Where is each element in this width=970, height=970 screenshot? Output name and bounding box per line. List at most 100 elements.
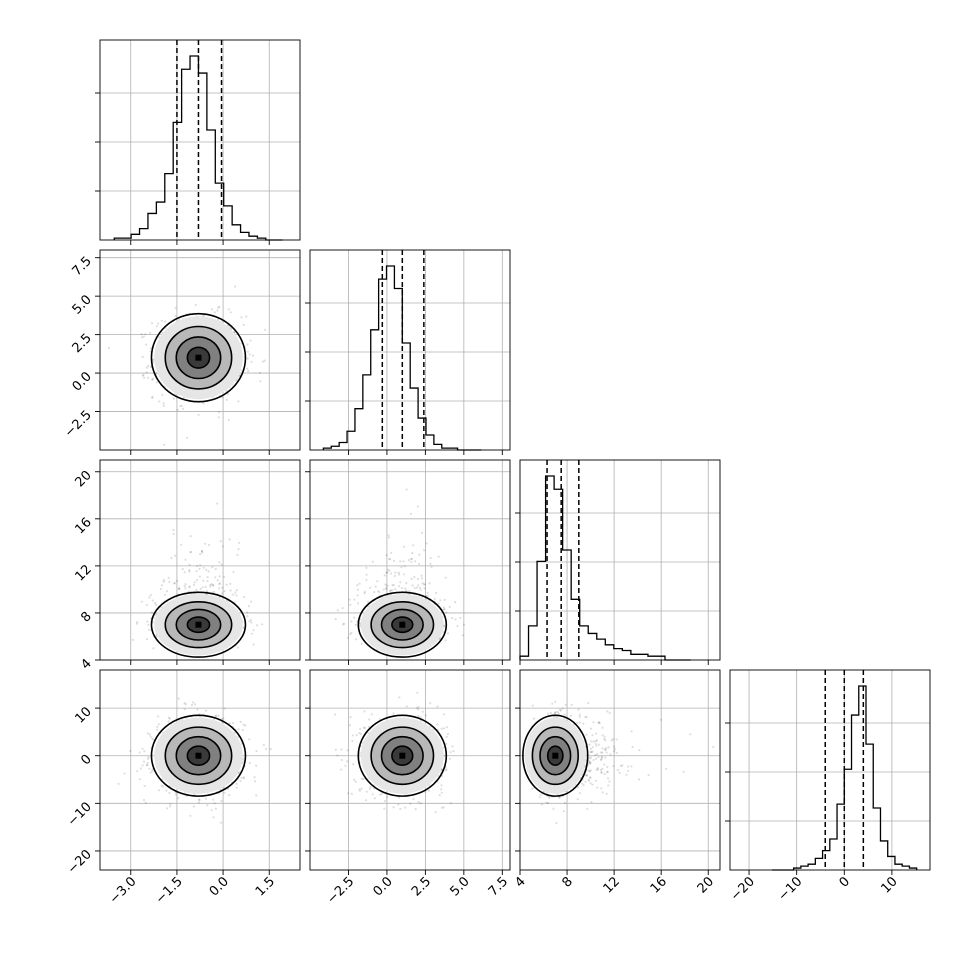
scatter-point [383,807,386,810]
scatter-point [340,768,343,771]
scatter-panel-4-1 [99,669,301,871]
scatter-point [352,763,355,766]
scatter-point [151,377,154,380]
scatter-point [157,723,160,726]
scatter-point [223,791,226,794]
scatter-point [184,703,187,706]
scatter-point [218,305,221,308]
contour-line [164,726,233,786]
scatter-point [402,545,405,548]
scatter-point [184,583,187,586]
scatter-point [202,402,205,405]
scatter-point [182,396,186,399]
density-peak [399,752,406,759]
scatter-point [168,805,172,808]
scatter-point [449,751,452,754]
scatter-point [249,339,252,342]
scatter-point [163,443,166,446]
scatter-point [201,549,204,553]
scatter-point [178,587,181,591]
scatter-point [166,807,169,810]
scatter-point [336,754,339,757]
scatter-point [147,756,150,759]
scatter-point [183,708,186,711]
scatter-point [215,714,218,717]
scatter-point [151,770,154,773]
scatter-point [451,617,454,620]
scatter-point [186,436,189,439]
scatter-point [603,773,606,776]
scatter-point [398,696,401,699]
scatter-point [229,311,232,314]
scatter-point [417,708,420,711]
scatter-point [188,570,191,573]
scatter-point [385,588,388,591]
scatter-point [167,716,170,719]
scatter-point [182,407,185,410]
scatter-point [390,572,393,575]
scatter-point [531,787,534,791]
scatter-point [385,554,388,557]
scatter-point [407,559,411,562]
scatter-point [386,584,389,587]
scatter-point [404,806,407,809]
scatter-point [594,754,597,757]
scatter-point [160,584,164,587]
scatter-point [136,621,139,624]
scatter-point [561,707,564,710]
scatter-point [389,589,392,592]
scatter-point [412,544,415,547]
scatter-point [246,611,249,614]
scatter-point [408,590,411,593]
scatter-point [626,769,630,772]
scatter-point [181,567,184,571]
scatter-point [212,798,215,801]
scatter-point [199,553,202,556]
scatter-point [140,336,144,339]
scatter-point [216,579,219,582]
scatter-point [606,770,610,773]
panel-frame [309,459,511,661]
scatter-point [241,728,244,732]
contour-line [186,346,211,369]
scatter-point [248,761,251,765]
scatter-point [234,591,237,594]
scatter-point [590,800,593,804]
scatter-point [145,638,149,641]
scatter-point [245,315,248,318]
scatter-point [201,551,204,554]
grid [100,40,300,240]
scatter-point [439,599,442,602]
scatter-point [584,780,587,783]
contour-line [186,616,211,634]
scatter-point [600,771,603,774]
scatter-point [204,709,207,712]
scatter-point [227,308,230,311]
scatter-point [221,592,224,595]
scatter-point [348,724,351,727]
hist-panel-4 [725,669,931,871]
scatter-point [397,796,400,799]
scatter-point [223,590,226,593]
scatter-point [405,582,408,585]
scatter-point [221,396,224,399]
scatter-point [422,583,425,586]
scatter-point [262,744,265,747]
scatter-point [216,502,219,505]
scatter-point [402,560,405,563]
scatter-point [214,715,217,718]
scatter-point [419,802,422,805]
panel-frame [309,669,511,871]
contour-line [391,616,414,634]
scatter-point [429,556,432,560]
scatter-point [141,747,144,750]
scatter-point [365,790,368,793]
hist-panel-1 [95,39,301,241]
scatter-point [411,551,414,555]
scatter-point [637,778,641,781]
contour-line [370,601,435,649]
scatter-point [261,360,265,363]
scatter-point [173,554,177,557]
scatter-point [150,611,153,614]
scatter-point [391,589,394,592]
